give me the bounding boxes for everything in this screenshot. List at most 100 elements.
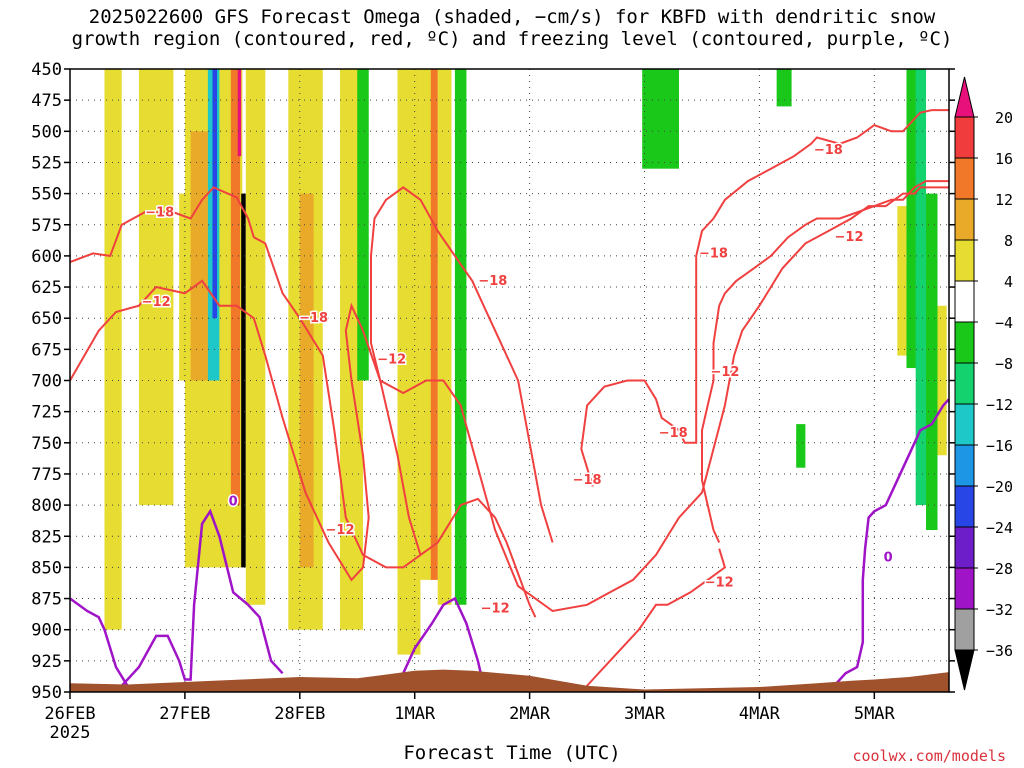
omega-shade-0 [104,69,122,630]
purple-contour-label-1: 0 [884,550,893,565]
colorbar-label: 4 [1004,273,1013,291]
colorbar-label: 8 [1004,232,1013,250]
colorbar-swatch-4 [954,239,975,282]
y-tick-label: 450 [31,60,62,80]
omega-shade-15 [397,69,421,655]
colorbar-swatch-7 [954,362,975,405]
colorbar-label: −12 [986,396,1013,414]
purple-contour-1 [120,508,284,687]
y-tick-label: 700 [31,372,62,392]
y-tick-label: 525 [31,153,62,173]
red-contour-label-6: −18 [478,274,507,289]
purple-contour-0 [69,597,129,687]
red-contour-label-12: −18 [814,143,843,158]
y-tick-label: 550 [31,185,62,205]
colorbar-label: −36 [986,642,1013,660]
red-contour-3 [580,109,949,487]
omega-shade-9 [241,193,246,568]
omega-shade-25 [915,69,927,506]
colorbar-label: −16 [986,437,1013,455]
x-tick-label: 4MAR [739,704,781,724]
y-tick-label: 500 [31,122,62,142]
y-tick-label: 600 [31,247,62,267]
colorbar-label: −24 [986,519,1013,537]
x-tick-label: 2MAR [509,704,551,724]
colorbar-swatch-10 [954,485,975,528]
purple-contour-label-0: 0 [229,494,238,509]
y-tick-label: 475 [31,91,62,111]
y-tick-label: 875 [31,590,62,610]
y-tick-label: 800 [31,496,62,516]
y-tick-label: 625 [31,278,62,298]
omega-shade-22 [796,424,806,468]
omega-shade-20 [642,69,679,169]
colorbar: 20 16 12 8 4 −4 −8 −12 −16 −20 −24 −28 −32 −36 [954,76,1013,691]
x-axis: 26FEB 27FEB 28FEB 1MAR 2MAR 3MAR 4MAR 5MAR 2025 [44,692,896,743]
chart-title-line2: growth region (contoured, red, ºC) and f… [71,28,953,50]
y-tick-label: 775 [31,465,62,485]
chart-title-line1: 2025022600 GFS Forecast Omega (shaded, −… [88,6,936,28]
red-contour-label-11: −12 [705,575,734,590]
red-contour-label-0: −12 [142,295,171,310]
omega-shade-17 [437,69,452,605]
omega-shade-19 [454,69,467,605]
colorbar-swatch-3 [954,198,975,241]
colorbar-label: −28 [986,560,1013,578]
omega-shade-10 [245,69,266,605]
x-tick-label: 3MAR [624,704,666,724]
colorbar-label: −32 [986,601,1013,619]
colorbar-swatch-9 [954,444,975,487]
y-tick-label: 950 [31,683,62,703]
red-contour-label-7: −18 [573,473,602,488]
x-tick-label: 1MAR [394,704,436,724]
colorbar-swatch-12 [954,567,975,610]
omega-shade-12 [299,193,314,568]
y-tick-label: 825 [31,527,62,547]
colorbar-label: 16 [995,150,1013,168]
plot-area: −12 −18 −18 −12 −12 −12 −18 −18 −18 −18 −12 −12 −18 −… [69,68,950,693]
omega-shade-4 [190,131,208,381]
red-contour-4 [701,180,949,543]
y-tick-label: 575 [31,216,62,236]
colorbar-bottom-arrow [954,649,975,691]
red-contour-label-3: −12 [377,352,406,367]
terrain-fill [70,669,949,692]
red-contour-5 [580,548,727,693]
red-contour-label-9: −18 [699,246,728,261]
x-axis-label: Forecast Time (UTC) [403,742,621,764]
x-tick-label: 28FEB [274,704,325,724]
omega-shade-14 [357,69,369,381]
colorbar-swatch-5 [954,280,975,323]
red-contour-label-2: −18 [299,311,328,326]
red-contour-0 [69,186,949,613]
x-tick-label: 5MAR [854,704,896,724]
colorbar-swatch-1 [954,116,975,159]
y-tick-label: 650 [31,309,62,329]
credit-link[interactable]: coolwx.com/models [852,747,1006,765]
colorbar-swatch-11 [954,526,975,569]
colorbar-label: −8 [995,355,1013,373]
omega-shade-26 [926,193,938,531]
omega-shade-21 [776,69,792,107]
omega-shade-7 [230,69,241,506]
red-contour-label-4: −12 [326,523,355,538]
red-contour-label-1: −18 [145,205,174,220]
colorbar-label: 12 [995,191,1013,209]
y-tick-label: 675 [31,340,62,360]
y-tick-label: 725 [31,403,62,423]
colorbar-swatch-6 [954,321,975,364]
colorbar-label: −4 [995,314,1013,332]
colorbar-label: −20 [986,478,1013,496]
x-tick-label: 26FEB [44,704,95,724]
colorbar-swatch-13 [954,608,975,651]
red-contour-2 [370,186,554,556]
red-contour-label-8: −18 [659,426,688,441]
colorbar-label: 20 [995,109,1013,127]
purple-contour-3 [833,398,950,687]
x-tick-label: 27FEB [159,704,210,724]
omega-shade-23 [897,206,909,356]
y-tick-label: 850 [31,558,62,578]
y-tick-label: 925 [31,652,62,672]
red-contour-label-5: −12 [481,602,510,617]
